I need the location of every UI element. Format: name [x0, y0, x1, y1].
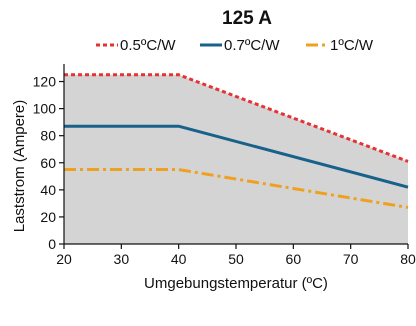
- y-tick-label: 0: [48, 236, 56, 252]
- y-tick-label: 80: [40, 128, 56, 144]
- shaded-region: [64, 74, 408, 245]
- x-tick-label: 60: [286, 251, 302, 267]
- y-tick-label: 20: [40, 209, 56, 225]
- legend-label-2: 0.7ºC/W: [224, 37, 280, 54]
- y-tick-label: 60: [40, 155, 56, 171]
- x-tick-label: 30: [114, 251, 130, 267]
- legend-label-3: 1ºC/W: [330, 37, 374, 54]
- y-tick-label: 40: [40, 182, 56, 198]
- x-tick-label: 80: [400, 251, 416, 267]
- legend-label-1: 0.5ºC/W: [120, 37, 176, 54]
- x-tick-label: 50: [228, 251, 244, 267]
- series-line-1: [64, 73, 409, 163]
- x-tick-label: 20: [56, 251, 72, 267]
- y-tick-label: 100: [33, 101, 57, 117]
- series-layer: [64, 73, 409, 209]
- chart-title: 125 A: [222, 8, 272, 29]
- x-tick-label: 70: [343, 251, 359, 267]
- x-tick-label: 40: [171, 251, 187, 267]
- y-ticks: 0 20 40 60 80 100 120: [33, 74, 64, 252]
- series-line-3: [64, 168, 409, 209]
- y-tick-label: 120: [33, 74, 57, 90]
- x-axis-label: Umgebungstemperatur (ºC): [144, 275, 328, 292]
- legend: 0.5ºC/W 0.7ºC/W 1ºC/W: [96, 37, 374, 54]
- series-line-2: [64, 124, 409, 189]
- x-ticks: 20 30 40 50 60 70 80: [56, 244, 416, 267]
- y-axis-label: Laststrom (Ampere): [11, 100, 28, 233]
